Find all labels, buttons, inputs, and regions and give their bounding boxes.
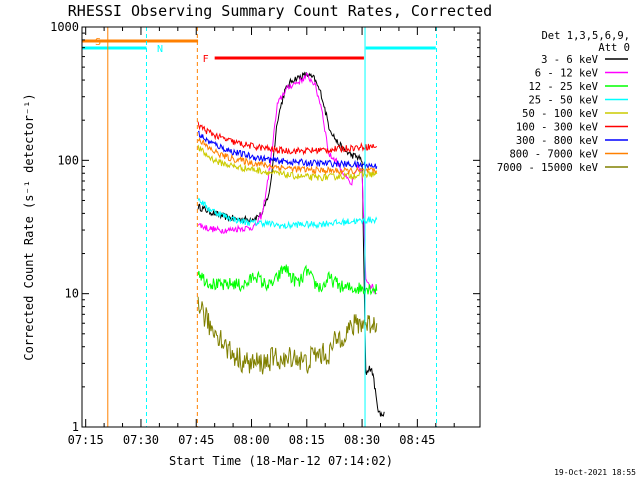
- y-tick-label-3: 1000: [50, 20, 79, 34]
- flag-label-0: S: [95, 37, 101, 48]
- legend-header-1: Att 0: [598, 42, 630, 54]
- legend-header-0: Det 1,3,5,6,9,: [541, 30, 630, 42]
- series-line-3: [197, 197, 378, 230]
- y-tick-label-1: 10: [65, 287, 79, 301]
- series-line-7: [197, 136, 377, 176]
- y-axis-label: Corrected Count Rate (s⁻¹ detector⁻¹): [22, 93, 36, 360]
- legend-label-3: 25 - 50 keV: [528, 95, 598, 107]
- x-tick-label-1: 07:30: [123, 433, 159, 447]
- x-tick-label-3: 08:00: [233, 433, 269, 447]
- legend-label-8: 7000 - 15000 keV: [497, 162, 599, 174]
- vertical-markers: [107, 27, 438, 427]
- y-tick-label-2: 100: [57, 153, 79, 167]
- chart-title: RHESSI Observing Summary Count Rates, Co…: [68, 2, 492, 20]
- series-line-2: [197, 264, 378, 296]
- series-line-8: [197, 296, 378, 375]
- flag-label-1: N: [157, 44, 163, 55]
- series-lines: [197, 71, 385, 417]
- legend-label-1: 6 - 12 keV: [535, 68, 599, 80]
- legend-label-5: 100 - 300 keV: [516, 122, 599, 134]
- series-line-6: [197, 130, 378, 170]
- x-axis-label: Start Time (18-Mar-12 07:14:02): [169, 454, 393, 468]
- legend-label-7: 800 - 7000 keV: [509, 149, 598, 161]
- series-line-1: [197, 72, 377, 295]
- x-tick-label-2: 07:45: [178, 433, 214, 447]
- flag-bars: S N F: [82, 37, 436, 65]
- x-tick-label-4: 08:15: [289, 433, 325, 447]
- legend: Det 1,3,5,6,9,Att 03 - 6 keV 6 - 12 keV12…: [497, 30, 630, 174]
- flag-label-2: F: [203, 54, 209, 65]
- series-line-4: [197, 144, 378, 182]
- series-line-0: [197, 71, 385, 417]
- legend-label-2: 12 - 25 keV: [528, 81, 598, 93]
- timestamp: 19-Oct-2021 18:55: [554, 468, 636, 477]
- legend-label-4: 50 - 100 keV: [522, 108, 599, 120]
- legend-label-0: 3 - 6 keV: [541, 54, 599, 66]
- x-tick-label-6: 08:45: [399, 433, 435, 447]
- plot-frame: [81, 26, 481, 428]
- x-tick-label-0: 07:15: [68, 433, 104, 447]
- series-line-5: [197, 121, 377, 156]
- legend-label-6: 300 - 800 keV: [516, 135, 599, 147]
- y-tick-label-0: 1: [72, 420, 79, 434]
- x-tick-label-5: 08:30: [344, 433, 380, 447]
- x-axis: 07:15 07:30 07:45 08:00 08:15 08:30 08:45: [68, 27, 455, 447]
- y-axis: 1 10 100 1000: [50, 20, 480, 434]
